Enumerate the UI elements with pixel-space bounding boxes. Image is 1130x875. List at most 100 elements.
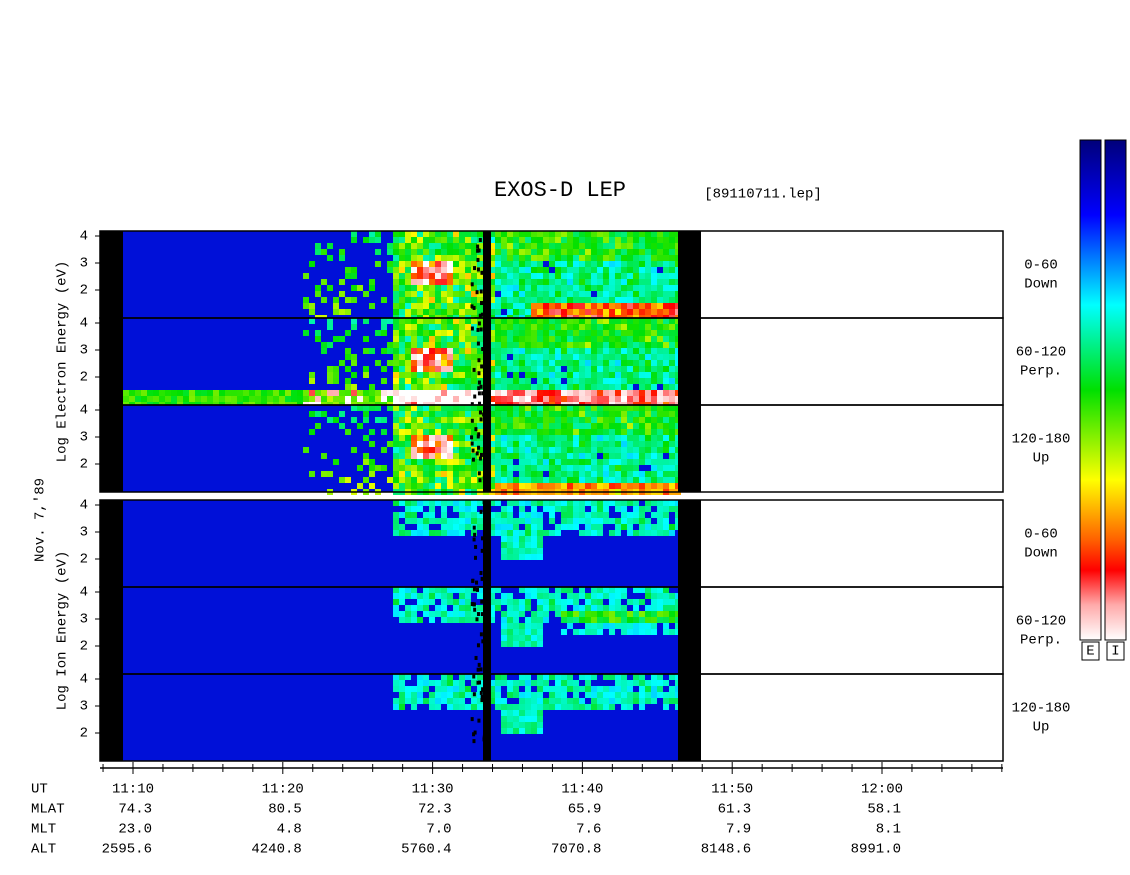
spectrogram-cell (531, 587, 537, 593)
panel-label: 60-120 (1016, 345, 1066, 361)
spectrogram-cell (561, 512, 567, 518)
spectrogram-cell (543, 593, 549, 599)
spectrogram-cell (453, 704, 459, 710)
spectrogram-cell (657, 441, 663, 447)
spectrogram-cell (429, 348, 435, 354)
spectrogram-cell (597, 530, 603, 536)
spectrogram-cell (615, 605, 621, 611)
spectrogram-cell (411, 617, 417, 623)
spectrogram-cell (537, 384, 543, 390)
spectrogram-cell (363, 459, 369, 465)
spectrogram-cell (621, 372, 627, 378)
spectrogram-cell (417, 617, 423, 623)
spectrogram-cell (567, 686, 573, 692)
spectrogram-cell (327, 471, 333, 477)
spectrogram-cell (477, 291, 483, 297)
spectrogram-cell (609, 303, 615, 309)
spectrogram-cell (261, 390, 267, 396)
spectrogram-cell (609, 629, 615, 635)
spectrogram-cell (543, 279, 549, 285)
file-name: [89110711.lep] (704, 187, 822, 203)
spectrogram-cell (357, 396, 363, 402)
spectrogram-cell (489, 524, 495, 530)
spectrogram-cell (399, 611, 405, 617)
spectrogram-cell (549, 303, 555, 309)
spectrogram-cell (627, 453, 633, 459)
spectrogram-cell (633, 396, 639, 402)
data-gap (482, 500, 486, 505)
spectrogram-cell (363, 411, 369, 417)
spectrogram-cell (489, 465, 495, 471)
spectrogram-cell (657, 605, 663, 611)
spectrogram-cell (627, 366, 633, 372)
spectrogram-cell (375, 390, 381, 396)
spectrogram-cell (615, 243, 621, 249)
spectrogram-cell (567, 459, 573, 465)
spectrogram-cell (561, 360, 567, 366)
spectrogram-cell (615, 309, 621, 315)
spectrogram-cell (423, 336, 429, 342)
spectrogram-cell (519, 318, 525, 324)
spectrogram-cell (627, 435, 633, 441)
spectrogram-cell (579, 324, 585, 330)
spectrogram-cell (459, 465, 465, 471)
spectrogram-cell (651, 330, 657, 336)
spectrogram-cell (573, 309, 579, 315)
spectrogram-cell (669, 405, 675, 411)
spectrogram-cell (441, 303, 447, 309)
spectrogram-cell (489, 297, 495, 303)
spectrogram-cell (465, 324, 471, 330)
spectrogram-cell (489, 477, 495, 483)
spectrogram-cell (465, 285, 471, 291)
spectrogram-cell (501, 285, 507, 291)
spectrogram-cell (405, 512, 411, 518)
spectrogram-cell (501, 465, 507, 471)
spectrogram-cell (465, 453, 471, 459)
spectrogram-cell (543, 465, 549, 471)
spectrogram-cell (657, 249, 663, 255)
spectrogram-cell (459, 587, 465, 593)
spectrogram-cell (621, 291, 627, 297)
spectrogram-cell (507, 728, 513, 734)
spectrogram-cell (393, 255, 399, 261)
spectrogram-cell (549, 348, 555, 354)
spectrogram-cell (315, 330, 321, 336)
spectrogram-cell (429, 342, 435, 348)
spectrogram-cell (663, 309, 669, 315)
spectrogram-cell (537, 674, 543, 680)
spectrogram-cell (429, 441, 435, 447)
data-gap (479, 690, 483, 695)
spectrogram-cell (501, 411, 507, 417)
spectrogram-cell (489, 435, 495, 441)
spectrogram-cell (645, 506, 651, 512)
spectrogram-cell (519, 471, 525, 477)
data-gap (474, 544, 478, 549)
spectrogram-cell (315, 243, 321, 249)
spectrogram-cell (519, 237, 525, 243)
spectrogram-cell (453, 471, 459, 477)
spectrogram-cell (447, 336, 453, 342)
spectrogram-cell (567, 506, 573, 512)
spectrogram-cell (579, 459, 585, 465)
spectrogram-cell (597, 366, 603, 372)
spectrogram-cell (393, 599, 399, 605)
spectrogram-cell (549, 698, 555, 704)
spectrogram-cell (609, 698, 615, 704)
spectrogram-cell (669, 471, 675, 477)
spectrogram-cell (663, 273, 669, 279)
black-strip (678, 405, 701, 492)
spectrogram-cell (393, 423, 399, 429)
spectrogram-cell (549, 477, 555, 483)
ephemeris-value: 12:00 (861, 782, 903, 798)
spectrogram-cell (633, 477, 639, 483)
spectrogram-cell (447, 366, 453, 372)
spectrogram-cell (561, 459, 567, 465)
spectrogram-cell (633, 255, 639, 261)
spectrogram-cell (543, 530, 549, 536)
spectrogram-cell (513, 318, 519, 324)
spectrogram-cell (603, 318, 609, 324)
spectrogram-cell (609, 324, 615, 330)
panel-label: Perp. (1020, 364, 1062, 380)
spectrogram-cell (609, 318, 615, 324)
spectrogram-cell (591, 605, 597, 611)
